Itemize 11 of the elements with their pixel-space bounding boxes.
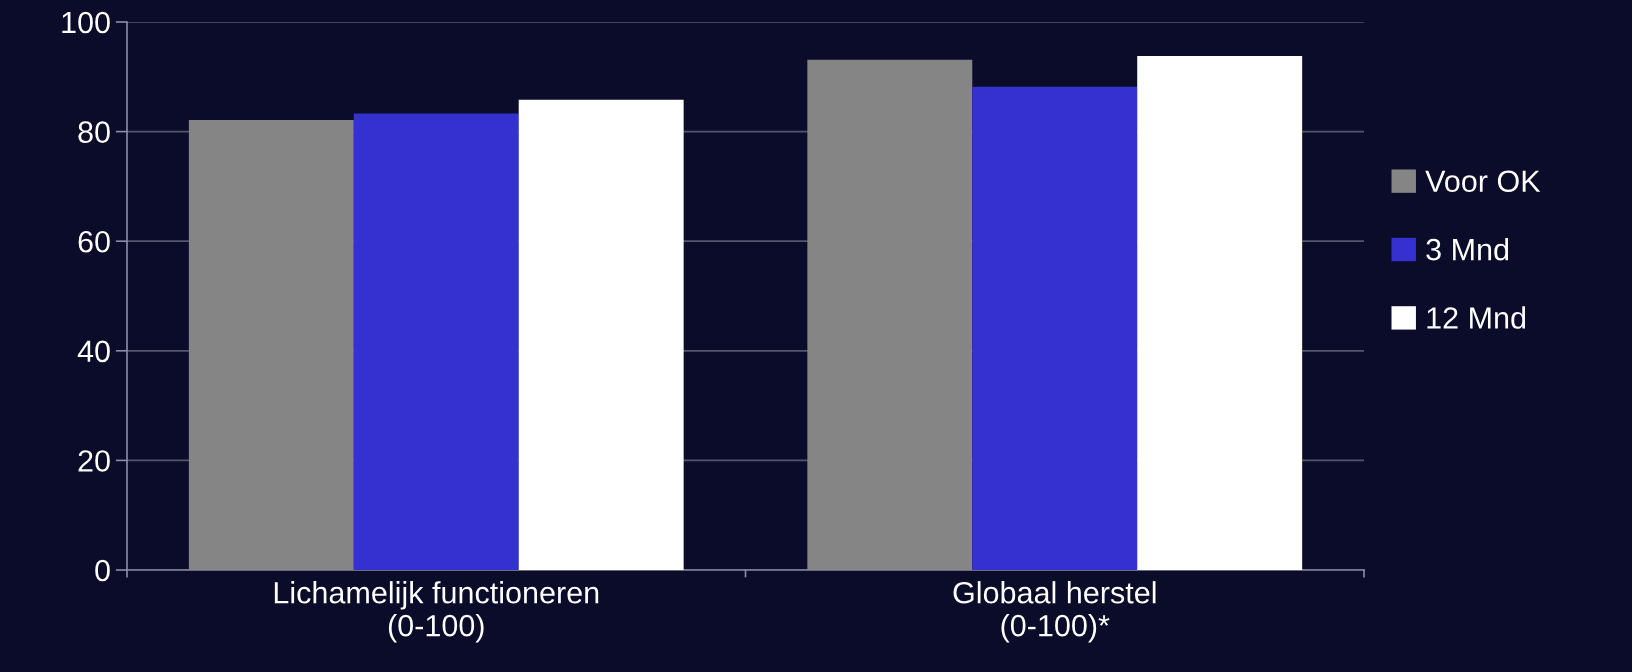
y-tick-label: 80 [78,121,110,143]
x-tick-label: Globaal herstel (0-100)* [953,581,1156,643]
y-tick-label: 40 [77,340,110,363]
y-tick-label: 60 [78,230,110,253]
y-tick-label: 100 [62,11,110,34]
y-tick-label: 20 [78,450,110,472]
legend-label: 12 Mnd [1427,306,1526,329]
legend-label: Voor OK [1425,170,1541,193]
x-tick-label: Lichamelijk functioneren (0-100) [274,581,599,643]
y-tick-label: 0 [95,559,110,582]
legend-label: 3 Mnd [1426,238,1509,261]
